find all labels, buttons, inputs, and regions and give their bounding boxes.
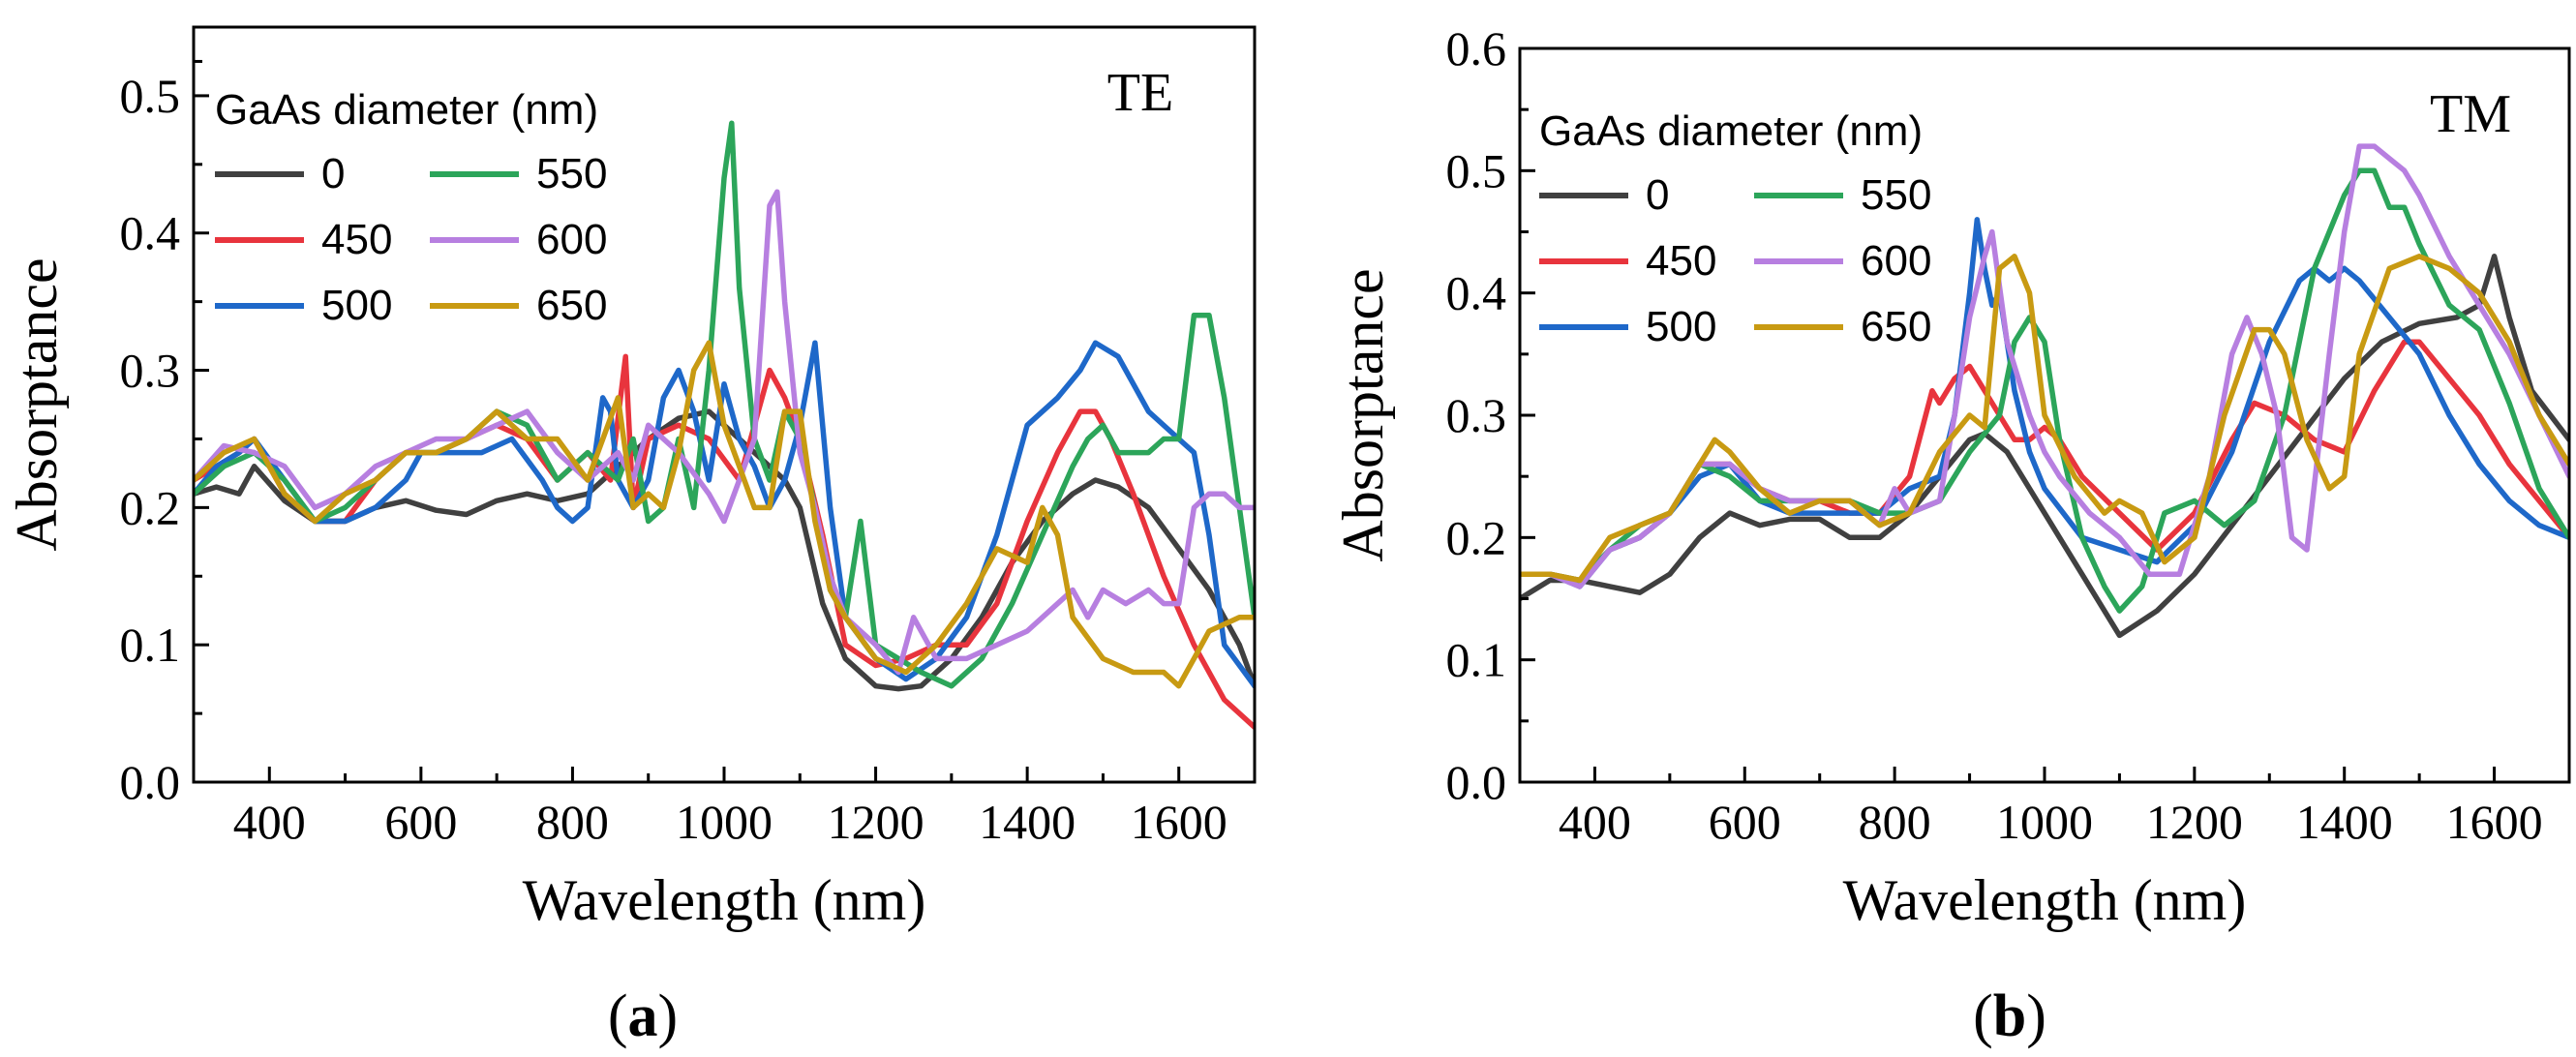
panel-b-chart: 400 600 800 1000 1200 1400 1600 0.0 0.1 0.2 0.3 0.4… bbox=[1331, 21, 2571, 932]
series-line-650 bbox=[1520, 254, 2569, 584]
x-tick-label: 1600 bbox=[2446, 795, 2543, 849]
legend-title: GaAs diameter (nm) bbox=[215, 86, 598, 134]
x-tick-label: 1400 bbox=[979, 795, 1076, 849]
y-tick-label: 0.2 bbox=[120, 480, 181, 534]
legend-label-450: 450 bbox=[321, 216, 392, 263]
legend-label-0: 0 bbox=[1646, 171, 1669, 219]
x-tick-label: 800 bbox=[536, 795, 609, 849]
panel-a-chart: 400 600 800 1000 1200 1400 1600 0.0 0.1 0.2 0.3 0.4… bbox=[5, 25, 1257, 932]
x-tick-label: 400 bbox=[1559, 795, 1631, 849]
y-tick-label: 0.3 bbox=[1446, 388, 1507, 442]
y-tick-label: 0.6 bbox=[1446, 21, 1507, 76]
legend-label-600: 600 bbox=[536, 216, 607, 263]
y-tick-label: 0.3 bbox=[120, 344, 181, 398]
x-tick-label: 400 bbox=[233, 795, 306, 849]
x-tick-label: 1200 bbox=[2146, 795, 2243, 849]
y-axis-label: Absorptance bbox=[5, 257, 69, 551]
legend-label-500: 500 bbox=[1646, 303, 1716, 350]
legend-label-450: 450 bbox=[1646, 237, 1716, 285]
series-line-0 bbox=[1520, 254, 2569, 639]
series-line-600 bbox=[1520, 143, 2569, 589]
x-axis-label: Wavelength (nm) bbox=[1843, 868, 2247, 932]
x-tick-label: 800 bbox=[1859, 795, 1931, 849]
legend-label-550: 550 bbox=[536, 150, 607, 197]
legend-label-650: 650 bbox=[1861, 303, 1931, 350]
legend-title: GaAs diameter (nm) bbox=[1539, 107, 1923, 155]
x-tick-label: 600 bbox=[384, 795, 457, 849]
x-tick-label: 1200 bbox=[828, 795, 924, 849]
panel-title: TM bbox=[2430, 84, 2511, 144]
series-line-650 bbox=[194, 340, 1255, 689]
legend-label-500: 500 bbox=[321, 282, 392, 329]
y-tick-label: 0.5 bbox=[1446, 143, 1507, 197]
x-tick-label: 1400 bbox=[2296, 795, 2393, 849]
legend-label-0: 0 bbox=[321, 150, 345, 197]
series-line-500 bbox=[194, 340, 1255, 689]
panel-a-caption: (a) bbox=[608, 983, 678, 1049]
y-tick-label: 0.5 bbox=[120, 69, 181, 123]
x-tick-label: 600 bbox=[1709, 795, 1781, 849]
legend: GaAs diameter (nm) 0 450 500 550 600 650 bbox=[215, 86, 607, 329]
plot-frame bbox=[192, 25, 1257, 784]
y-tick-label: 0.1 bbox=[1446, 633, 1507, 687]
y-axis-label: Absorptance bbox=[1331, 268, 1395, 561]
legend-label-650: 650 bbox=[536, 282, 607, 329]
x-tick-label: 1000 bbox=[676, 795, 773, 849]
y-tick-label: 0.1 bbox=[120, 618, 181, 672]
x-axis-label: Wavelength (nm) bbox=[523, 868, 926, 932]
legend-label-550: 550 bbox=[1861, 171, 1931, 219]
x-tick-label: 1600 bbox=[1131, 795, 1227, 849]
y-tick-label: 0.0 bbox=[1446, 755, 1507, 809]
x-tick-label: 1000 bbox=[1996, 795, 2093, 849]
y-tick-label: 0.2 bbox=[1446, 510, 1507, 564]
series-line-600 bbox=[194, 189, 1255, 676]
y-tick-label: 0.4 bbox=[1446, 266, 1507, 320]
panel-title: TE bbox=[1107, 63, 1173, 123]
y-tick-label: 0.0 bbox=[120, 755, 181, 809]
legend: GaAs diameter (nm) 0 450 500 550 600 650 bbox=[1539, 107, 1931, 350]
series-group bbox=[194, 120, 1255, 731]
y-tick-label: 0.4 bbox=[120, 206, 181, 260]
series-line-450 bbox=[1520, 339, 2569, 584]
panel-b-caption: (b) bbox=[1973, 983, 2046, 1049]
series-group bbox=[1520, 143, 2569, 639]
legend-label-600: 600 bbox=[1861, 237, 1931, 285]
